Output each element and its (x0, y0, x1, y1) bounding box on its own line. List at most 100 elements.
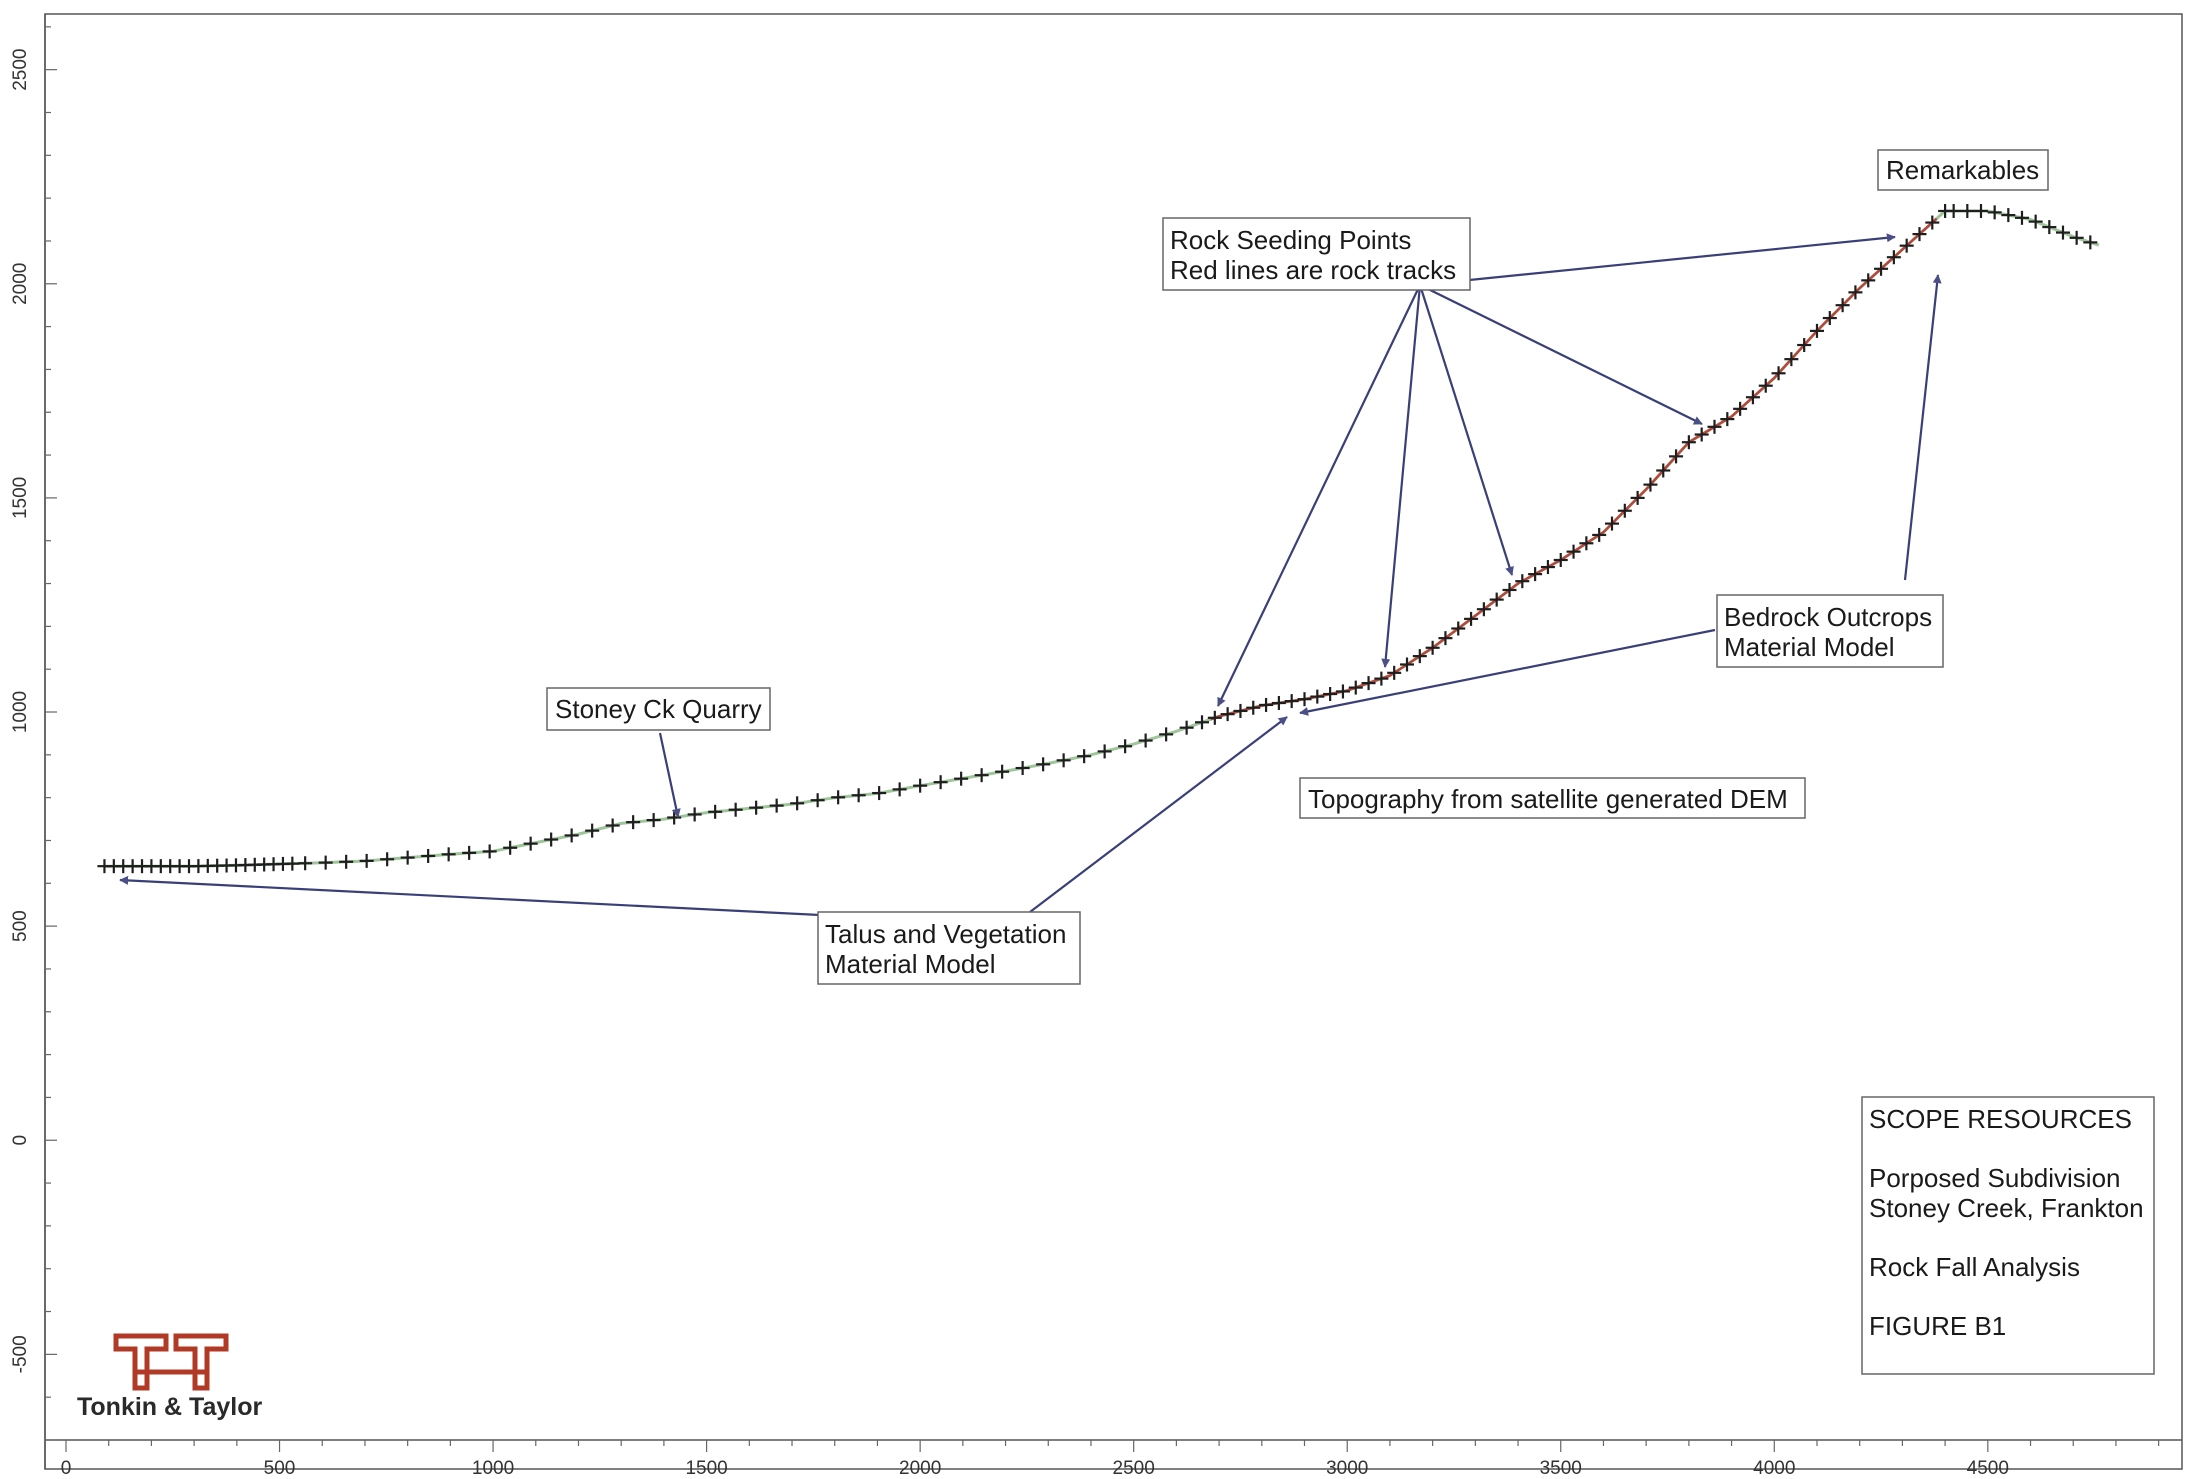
y-tick-label: 0 (10, 1135, 31, 1146)
profile-point (933, 775, 948, 790)
profile-point (544, 832, 559, 847)
profile-point (1973, 203, 1988, 218)
x-tick-label: 1000 (472, 1458, 514, 1479)
profile-point (1438, 631, 1453, 646)
profile-point (1745, 390, 1760, 405)
profile-point (2055, 225, 2070, 240)
profile-point (1476, 602, 1491, 617)
profile-point (605, 818, 620, 833)
profile-point (1233, 703, 1248, 718)
arrow-seeding-3 (1418, 284, 1514, 576)
profile-point (1361, 676, 1376, 691)
profile-line (104, 209, 2100, 868)
profile-point (1097, 744, 1112, 759)
profile-point (1579, 536, 1594, 551)
profile-point (564, 828, 579, 843)
profile-point (1669, 449, 1684, 464)
profile-point (1502, 582, 1517, 597)
profile-point (285, 856, 300, 871)
profile-point (1323, 687, 1338, 702)
callout-talus-line2: Material Model (825, 949, 996, 979)
profile-point (687, 807, 702, 822)
profile-point (339, 854, 354, 869)
x-tick-label: 3500 (1540, 1458, 1582, 1479)
tt-logo-mark-icon (113, 1333, 229, 1391)
arrow-seeding-4 (1419, 284, 1703, 425)
callout-rock-seeding: Rock Seeding Points Red lines are rock t… (1162, 217, 1471, 291)
profile-point (1400, 657, 1415, 672)
callout-bedrock-line1: Bedrock Outcrops (1724, 602, 1932, 632)
profile-point (1159, 727, 1174, 742)
title-analysis: Rock Fall Analysis (1869, 1252, 2080, 1282)
arrow-stoney-quarry (658, 732, 681, 818)
title-client: SCOPE RESOURCES (1869, 1104, 2132, 1134)
profile-point (810, 793, 825, 808)
callout-stoney-quarry: Stoney Ck Quarry (546, 687, 771, 731)
profile-point (441, 847, 456, 862)
profile-point (974, 768, 989, 783)
profile-point (1425, 640, 1440, 655)
profile-point (1246, 700, 1261, 715)
profile-point (1515, 574, 1530, 589)
profile-point (1259, 697, 1274, 712)
x-tick-label: 3000 (1326, 1458, 1368, 1479)
profile-point (995, 764, 1010, 779)
profile-point (421, 848, 436, 863)
y-tick-label: 1000 (10, 691, 31, 733)
profile-point (1809, 323, 1824, 338)
profile-point (482, 844, 497, 859)
x-tick-label: 2500 (1113, 1458, 1155, 1479)
callout-rock-seeding-line1: Rock Seeding Points (1170, 225, 1411, 255)
profile-point (2014, 210, 2029, 225)
y-tick-label: 2000 (10, 263, 31, 305)
profile-point (749, 800, 764, 815)
profile-point (831, 790, 846, 805)
profile-point (2083, 235, 2098, 250)
profile-point (1886, 250, 1901, 265)
terrain-profile (104, 209, 2100, 868)
title-figure-number: FIGURE B1 (1869, 1311, 2006, 1341)
profile-point (913, 778, 928, 793)
profile-point (462, 845, 477, 860)
y-axis: -500 0 500 1000 1500 2000 2500 (10, 14, 57, 1469)
profile-point (2069, 230, 2084, 245)
tonkin-taylor-logo: Tonkin & Taylor (77, 1333, 262, 1421)
profile-point (1540, 560, 1555, 575)
callout-stoney-quarry-text: Stoney Ck Quarry (555, 694, 762, 724)
profile-point (1797, 338, 1812, 353)
y-tick-label: -500 (10, 1335, 31, 1373)
x-tick-label: 1500 (685, 1458, 727, 1479)
callout-remarkables: Remarkables (1877, 149, 2049, 191)
profile-point (1374, 671, 1389, 686)
callout-bedrock: Bedrock Outcrops Material Model (1716, 594, 1944, 668)
callout-topography-text: Topography from satellite generated DEM (1308, 784, 1788, 814)
profile-point (1874, 261, 1889, 276)
profile-point (298, 856, 313, 871)
callout-rock-seeding-line2: Red lines are rock tracks (1170, 255, 1456, 285)
profile-point (1987, 205, 2002, 220)
profile-point (1220, 707, 1235, 722)
profile-point (1179, 720, 1194, 735)
profile-point (1656, 463, 1671, 478)
profile-point (1297, 692, 1312, 707)
profile-point (892, 782, 907, 797)
y-tick-label: 1500 (10, 477, 31, 519)
profile-point (1771, 366, 1786, 381)
profile-point (1694, 427, 1709, 442)
profile-point (872, 786, 887, 801)
profile-point (708, 804, 723, 819)
callout-bedrock-line2: Material Model (1724, 632, 1895, 662)
callout-talus: Talus and Vegetation Material Model (817, 911, 1081, 985)
profile-point (1056, 753, 1071, 768)
callout-remarkables-text: Remarkables (1886, 155, 2039, 185)
y-tick-label: 2500 (10, 49, 31, 91)
profile-point (626, 815, 641, 830)
profile-point (1118, 739, 1133, 754)
arrow-remarkables (1419, 233, 1896, 287)
profile-point (1925, 215, 1940, 230)
profile-point (1707, 419, 1722, 434)
profile-point (2042, 220, 2057, 235)
profile-point (1077, 749, 1092, 764)
profile-points (97, 203, 2098, 874)
